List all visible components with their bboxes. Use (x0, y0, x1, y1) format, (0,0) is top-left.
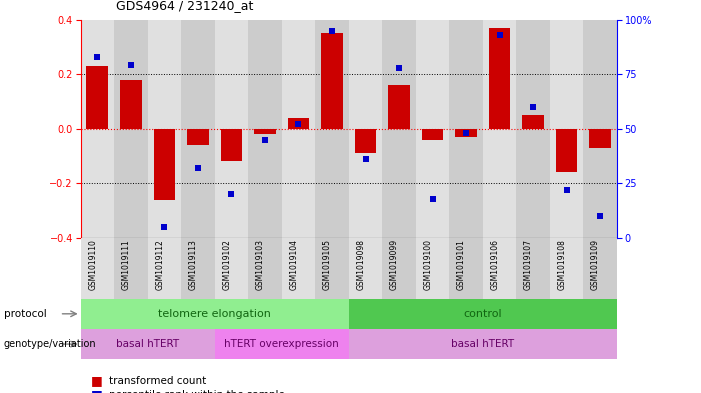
Text: basal hTERT: basal hTERT (451, 339, 515, 349)
Point (594, 213, 606, 219)
Text: GSM1019109: GSM1019109 (591, 239, 600, 290)
Text: GSM1019110: GSM1019110 (88, 239, 97, 290)
Bar (181, 238, 215, 299)
Point (92, 53, 103, 60)
Bar (349, 329, 617, 359)
Bar (550, 238, 583, 299)
Bar (421, 129, 444, 140)
Text: GSM1019099: GSM1019099 (390, 239, 399, 290)
Point (259, 136, 271, 143)
Text: GSM1019101: GSM1019101 (457, 239, 466, 290)
Bar (114, 20, 148, 238)
Text: GSM1019105: GSM1019105 (323, 239, 332, 290)
Text: GSM1019102: GSM1019102 (222, 239, 231, 290)
Bar (86, 66, 108, 129)
Bar (81, 20, 114, 238)
Bar (517, 238, 550, 299)
Text: basal hTERT: basal hTERT (116, 339, 179, 349)
Bar (187, 129, 209, 145)
Bar (215, 20, 248, 238)
Point (461, 130, 472, 136)
Text: GSM1019108: GSM1019108 (557, 239, 566, 290)
Bar (287, 118, 309, 129)
Bar (215, 238, 248, 299)
Bar (455, 129, 477, 137)
Bar (248, 20, 282, 238)
Bar (154, 129, 175, 200)
Bar (114, 238, 148, 299)
Bar (483, 238, 517, 299)
Point (561, 187, 572, 193)
Text: GSM1019107: GSM1019107 (524, 239, 533, 290)
Bar (254, 129, 276, 134)
Bar (416, 20, 449, 238)
Point (327, 28, 338, 34)
Bar (355, 129, 376, 153)
Bar (517, 20, 550, 238)
Bar (315, 20, 349, 238)
Bar (221, 129, 243, 162)
Bar (148, 20, 181, 238)
Text: GSM1019111: GSM1019111 (122, 239, 131, 290)
Bar (416, 238, 449, 299)
Text: GSM1019106: GSM1019106 (491, 239, 500, 290)
Bar (583, 238, 617, 299)
Text: GSM1019103: GSM1019103 (256, 239, 265, 290)
Bar (315, 238, 349, 299)
Text: protocol: protocol (4, 309, 46, 319)
Text: hTERT overexpression: hTERT overexpression (224, 339, 339, 349)
Text: genotype/variation: genotype/variation (4, 339, 96, 349)
Bar (388, 85, 410, 129)
Bar (583, 20, 617, 238)
Bar (81, 299, 349, 329)
Text: GSM1019098: GSM1019098 (357, 239, 365, 290)
Text: GSM1019100: GSM1019100 (423, 239, 433, 290)
Point (159, 224, 170, 230)
Bar (215, 329, 349, 359)
Point (360, 156, 371, 162)
Text: GSM1019104: GSM1019104 (290, 239, 299, 290)
Point (527, 104, 538, 110)
Point (192, 165, 203, 171)
Bar (248, 238, 282, 299)
Bar (449, 238, 483, 299)
Bar (382, 20, 416, 238)
Text: transformed count: transformed count (109, 376, 206, 386)
Point (494, 32, 505, 38)
Bar (81, 238, 114, 299)
Bar (282, 20, 315, 238)
Point (427, 195, 438, 202)
Bar (522, 115, 544, 129)
Point (293, 121, 304, 127)
Bar (148, 238, 181, 299)
Bar (483, 20, 517, 238)
Bar (489, 28, 510, 129)
Bar (181, 20, 215, 238)
Text: percentile rank within the sample: percentile rank within the sample (109, 389, 285, 393)
Bar (282, 238, 315, 299)
Bar (556, 129, 578, 172)
Bar (349, 20, 382, 238)
Text: ■: ■ (91, 374, 103, 387)
Bar (590, 129, 611, 148)
Point (226, 191, 237, 197)
Bar (120, 80, 142, 129)
Text: ■: ■ (91, 388, 103, 393)
Point (393, 64, 404, 71)
Text: GSM1019112: GSM1019112 (156, 239, 165, 290)
Bar (382, 238, 416, 299)
Text: telomere elongation: telomere elongation (158, 309, 271, 319)
Text: GDS4964 / 231240_at: GDS4964 / 231240_at (116, 0, 253, 12)
Bar (81, 329, 215, 359)
Bar (321, 33, 343, 129)
Bar (349, 299, 617, 329)
Text: control: control (463, 309, 502, 319)
Bar (550, 20, 583, 238)
Bar (449, 20, 483, 238)
Bar (349, 238, 382, 299)
Text: GSM1019113: GSM1019113 (189, 239, 198, 290)
Point (125, 62, 137, 69)
